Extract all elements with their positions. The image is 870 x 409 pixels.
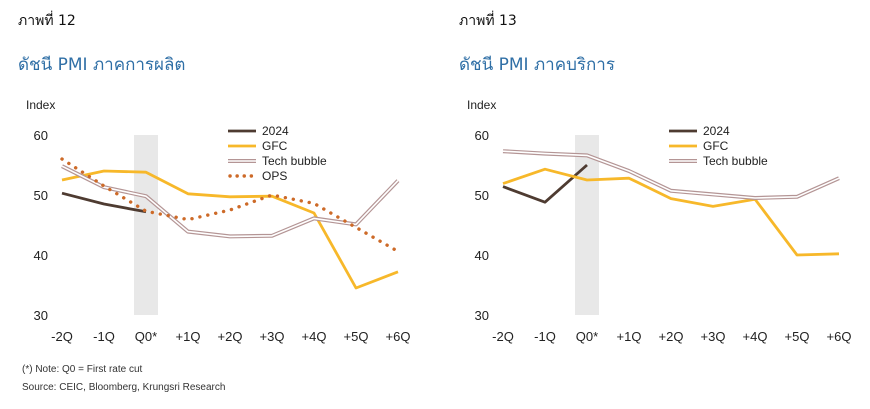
series-tech-bubble-line-inner xyxy=(502,150,840,199)
x-tick-label: +2Q xyxy=(218,329,243,344)
figure-13-title: ดัชนี PMI ภาคบริการ xyxy=(459,55,615,75)
legend-gfc-label: GFC xyxy=(703,139,729,153)
series-gfc-line xyxy=(61,169,399,290)
figure-13-label: ภาพที่ 13 xyxy=(459,13,517,29)
services-pmi-chart: Index 30 40 50 60 -2Q -1Q Q0* +1Q +2Q +3Q +4Q +5Q +6Q… xyxy=(459,95,870,355)
legend-2024-label: 2024 xyxy=(262,124,289,138)
x-tick-label: +6Q xyxy=(386,329,411,344)
y-axis-label: Index xyxy=(467,98,496,112)
series-ops-line xyxy=(60,157,400,254)
y-tick-label: 60 xyxy=(34,128,48,143)
x-tick-label: -2Q xyxy=(492,329,514,344)
x-tick-label: Q0* xyxy=(135,329,157,344)
x-tick-label: +1Q xyxy=(176,329,201,344)
x-tick-label: +3Q xyxy=(260,329,285,344)
x-tick-label: +3Q xyxy=(701,329,726,344)
y-tick-label: 60 xyxy=(475,128,489,143)
manufacturing-pmi-chart: Index 30 40 50 60 -2Q -1Q Q0* +1Q +2Q +3Q +4Q +5Q +6Q… xyxy=(18,95,438,355)
x-tick-label: +5Q xyxy=(785,329,810,344)
x-tick-label: -2Q xyxy=(51,329,73,344)
series-2024-line xyxy=(61,191,147,214)
x-tick-label: Q0* xyxy=(576,329,598,344)
y-tick-label: 40 xyxy=(34,248,48,263)
highlight-band xyxy=(134,135,158,315)
legend-2024-label: 2024 xyxy=(703,124,730,138)
series-tech-bubble-line-inner xyxy=(61,165,399,238)
source-note: Source: CEIC, Bloomberg, Krungsri Resear… xyxy=(22,382,226,393)
y-tick-label: 50 xyxy=(34,188,48,203)
x-tick-label: +2Q xyxy=(659,329,684,344)
x-tick-label: +1Q xyxy=(617,329,642,344)
x-tick-label: -1Q xyxy=(93,329,115,344)
y-tick-label: 30 xyxy=(475,308,489,323)
x-tick-label: +4Q xyxy=(302,329,327,344)
x-tick-label: -1Q xyxy=(534,329,556,344)
footnote: (*) Note: Q0 = First rate cut xyxy=(22,364,143,375)
x-tick-label: +5Q xyxy=(344,329,369,344)
legend-gfc-label: GFC xyxy=(262,139,288,153)
figure-12-label: ภาพที่ 12 xyxy=(18,13,76,29)
y-tick-label: 30 xyxy=(34,308,48,323)
y-axis-label: Index xyxy=(26,98,55,112)
legend-tech-bubble-label: Tech bubble xyxy=(262,154,327,168)
x-tick-label: +4Q xyxy=(743,329,768,344)
legend-tech-bubble-label: Tech bubble xyxy=(703,154,768,168)
y-tick-label: 40 xyxy=(475,248,489,263)
highlight-band xyxy=(575,135,599,315)
legend-ops-label: OPS xyxy=(262,169,287,183)
x-tick-label: +6Q xyxy=(827,329,852,344)
services-pmi-svg: Index 30 40 50 60 -2Q -1Q Q0* +1Q +2Q +3Q +4Q +5Q +6Q… xyxy=(467,98,852,344)
y-tick-label: 50 xyxy=(475,188,489,203)
figure-12-title: ดัชนี PMI ภาคการผลิต xyxy=(18,55,186,75)
manufacturing-pmi-svg: Index 30 40 50 60 -2Q -1Q Q0* +1Q +2Q +3Q +4Q +5Q +6Q… xyxy=(26,98,411,344)
series-gfc-line xyxy=(502,167,840,257)
